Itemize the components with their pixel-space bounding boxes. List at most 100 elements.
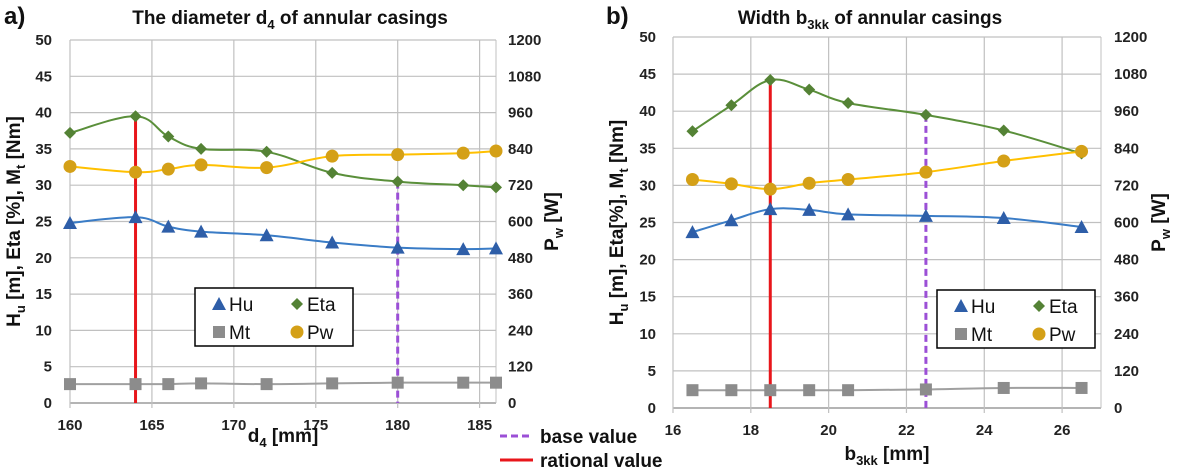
x-tick-label: 16 (665, 422, 682, 439)
pw-marker (724, 177, 738, 191)
eta-marker (457, 179, 470, 192)
text-part: P (542, 238, 563, 251)
y-tick-label: 35 (639, 140, 656, 157)
x-tick-label: 165 (139, 417, 164, 434)
y-tick-label: 45 (639, 66, 656, 83)
mt-marker (129, 378, 142, 391)
pw-marker (802, 176, 816, 190)
text-part: [W] (542, 192, 563, 228)
legend-label-mt: Mt (229, 323, 251, 344)
y2-tick-label: 960 (1114, 103, 1139, 120)
y-tick-label: 40 (35, 105, 52, 122)
subscript: 3kk (856, 453, 878, 468)
y2-tick-label: 240 (508, 322, 533, 339)
pw-marker (489, 144, 503, 158)
y2-tick-label: 1080 (1114, 66, 1147, 83)
y-tick-label: 20 (639, 252, 656, 269)
x-tick-label: 185 (467, 417, 492, 434)
y2-tick-label: 360 (508, 286, 533, 303)
hu-marker (325, 235, 340, 249)
y-tick-label: 15 (35, 286, 52, 303)
hu-marker (954, 299, 968, 312)
subscript: t (13, 164, 28, 169)
legend-label-hu: Hu (229, 295, 253, 316)
y2-tick-label: 720 (508, 177, 533, 194)
subscript: 3kk (807, 17, 829, 32)
text-part: [m], Eta [%], M (4, 169, 25, 305)
x-tick-label: 24 (976, 422, 993, 439)
y2-tick-label: 120 (1114, 363, 1139, 380)
eta-marker (260, 145, 273, 158)
text-part: d (248, 426, 260, 447)
y2-tick-label: 600 (508, 214, 533, 231)
mt-marker (1075, 381, 1088, 394)
y2-tick-label: 120 (508, 359, 533, 376)
y2-tick-label: 720 (1114, 177, 1139, 194)
subscript: t (616, 168, 631, 173)
hu-marker (161, 219, 176, 233)
y2-tick-label: 360 (1114, 289, 1139, 306)
text-part: [Nm] (607, 120, 628, 169)
mt-marker (391, 376, 404, 389)
hu-marker (212, 297, 226, 310)
mt-marker (686, 384, 699, 397)
y2-tick-label: 1080 (508, 68, 541, 85)
pw-series-points (685, 144, 1089, 196)
eta-marker (326, 166, 339, 179)
legend-label-pw: Pw (307, 323, 334, 344)
legend-label-mt: Mt (971, 325, 993, 346)
y-tick-label: 45 (35, 68, 52, 85)
eta-marker (391, 175, 404, 188)
text-part: b (844, 444, 856, 465)
chart-title: The diameter d4 of annular casings (132, 8, 448, 32)
y-tick-label: 50 (639, 29, 656, 46)
pw-marker (129, 165, 143, 179)
y-tick-label: 50 (35, 32, 52, 49)
hu-marker (763, 202, 778, 216)
x-tick-label: 26 (1054, 422, 1071, 439)
pw-marker (391, 148, 405, 162)
y-tick-label: 30 (639, 177, 656, 194)
hu-marker (259, 228, 274, 242)
pw-marker (841, 173, 855, 187)
y2-tick-label: 1200 (508, 32, 541, 49)
hu-marker (724, 213, 739, 227)
mt-marker (162, 378, 175, 391)
panel-label: a) (4, 3, 25, 30)
text-part: of annular casings (829, 8, 1002, 29)
hu-series-points (63, 210, 503, 256)
pw-marker (763, 182, 777, 196)
hu-marker (390, 240, 405, 254)
hu-marker (63, 215, 77, 229)
eta-marker (129, 110, 142, 123)
y2-tick-label: 0 (508, 395, 516, 412)
y2-tick-label: 0 (1114, 400, 1122, 417)
mt-marker (725, 384, 738, 397)
hu-marker (996, 211, 1011, 225)
pw-marker (456, 146, 470, 160)
x-tick-label: 22 (898, 422, 915, 439)
pw-marker (919, 165, 933, 179)
pw-marker (290, 325, 304, 339)
mt-marker (260, 378, 273, 391)
mt-marker (842, 384, 855, 397)
legend-label-eta: Eta (307, 295, 336, 316)
eta-series-points (686, 74, 1088, 160)
hu-marker (802, 202, 817, 216)
y-tick-label: 0 (648, 400, 656, 417)
pw-marker (194, 158, 208, 172)
chart-panel-b: 0 5 10 15 20 25 30 35 40 45 50 0 120 240 360 480 600 720 8… (606, 3, 1173, 468)
mt-marker (195, 377, 208, 390)
text-part: [mm] (878, 444, 930, 465)
hu-marker (194, 224, 209, 238)
y2-tick-label: 240 (1114, 326, 1139, 343)
mt-series-points (64, 376, 502, 391)
x-tick-label: 175 (303, 417, 328, 434)
pw-marker (1075, 144, 1089, 158)
subscript: w (1158, 228, 1173, 240)
eta-marker (1033, 300, 1045, 312)
legend: Hu Eta Mt Pw (936, 289, 1096, 349)
pw-marker (685, 173, 699, 187)
y2-tick-label: 600 (1114, 215, 1139, 232)
hu-marker (456, 242, 471, 256)
